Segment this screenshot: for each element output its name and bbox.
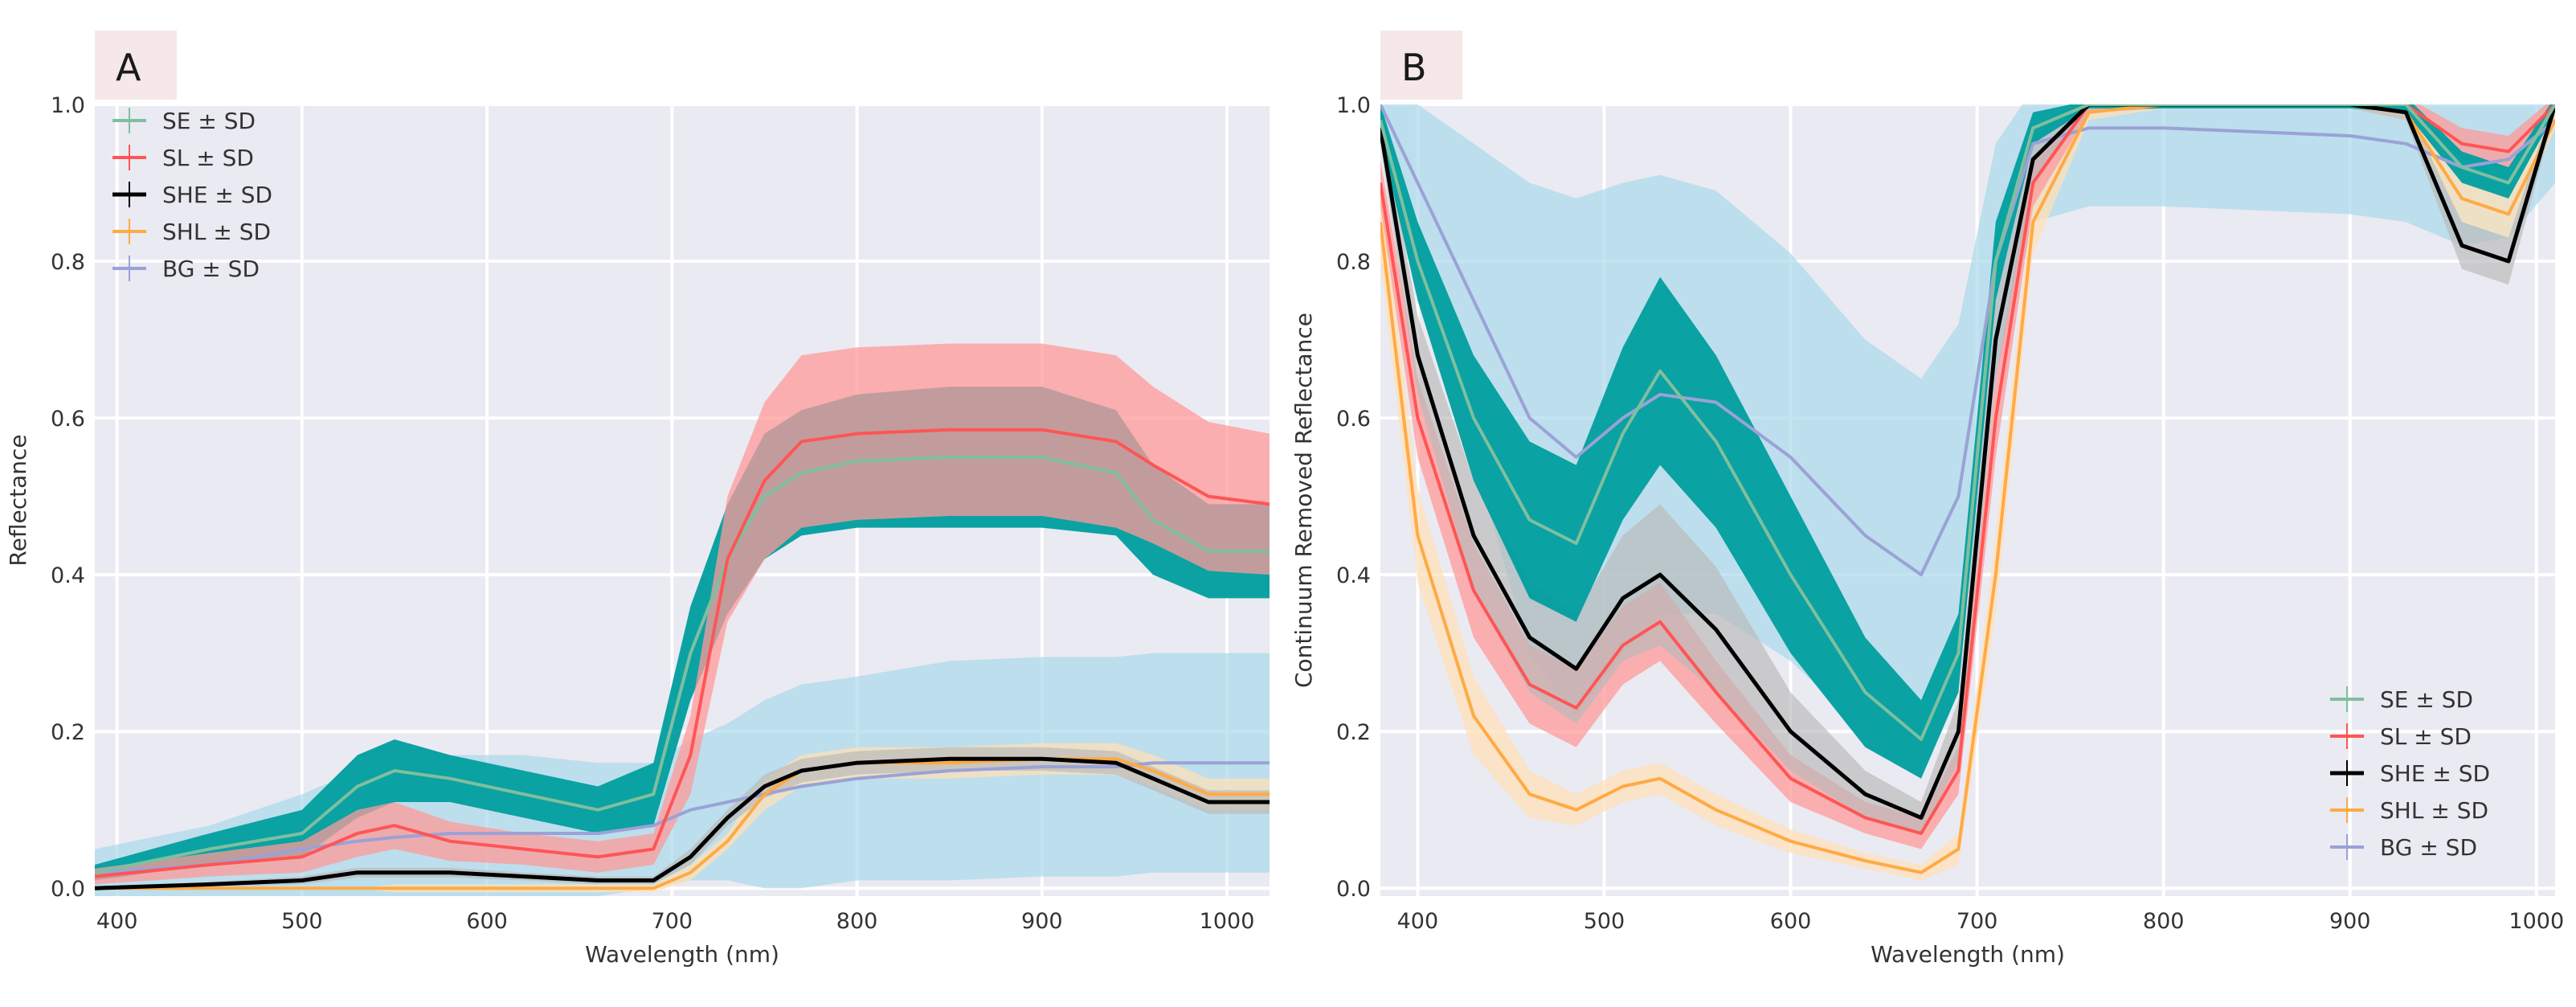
x-tick-label: 800 [836,909,878,934]
x-axis-label: Wavelength (nm) [1871,941,2065,968]
band-she [1380,104,2555,833]
line-shl [95,757,1270,890]
x-tick-label: 400 [96,909,138,934]
y-tick-label: 0.4 [1336,563,1371,588]
y-tick-label: 0.2 [51,720,85,745]
x-axis-label: Wavelength (nm) [585,941,779,968]
x-tick-label: 800 [2143,909,2185,934]
series-group [95,343,1270,896]
y-tick-label: 0.4 [51,563,85,588]
x-tick-label: 700 [652,909,693,934]
legend-label-sl: SL ± SD [2380,723,2472,750]
x-tick-label: 500 [281,909,323,934]
line-sl [1380,104,2555,835]
line-bg [1380,104,2555,577]
x-tick-label: 600 [1770,909,1812,934]
line-se [95,455,1270,874]
line-se [1380,104,2555,741]
band-sl [95,343,1270,885]
panel-a: A 400 500 600 700 800 900 1000 0.0 0.2 0.4 0.6 0.8 1.… [5,31,1270,968]
panel-label: A [116,46,141,89]
y-tick-label: 0.0 [51,877,85,902]
y-tick-label: 0.2 [1336,720,1371,745]
legend-label-se: SE ± SD [2380,686,2473,713]
band-sl [1380,104,2555,849]
line-sl [95,428,1270,878]
panel-b: B 400 500 600 700 800 900 1000 0.0 0.2 0.4 0.6 0.8 1.… [1290,31,2564,968]
y-tick-label: 0.6 [51,407,85,432]
band-shl [95,743,1270,893]
legend-label-shl: SHL ± SD [2380,797,2488,824]
line-she [95,756,1270,890]
x-tick-label: 700 [1957,909,1998,934]
x-tick-label: 1000 [2509,909,2564,934]
legend-label-she: SHE ± SD [2380,760,2490,787]
y-axis-label: Continuum Removed Reflectance [1290,313,1317,688]
line-she [1380,104,2555,820]
legend: SE ± SD SL ± SD SHE ± SD SHL ± SD BG ± SD [2330,686,2490,861]
panel-tag-background [1380,31,1462,100]
band-se [1380,104,2555,779]
series-group [1380,104,2555,881]
y-tick-label: 0.0 [1336,877,1371,902]
panel-label: B [1401,46,1427,89]
y-tick-label: 0.8 [1336,250,1371,275]
legend-label-bg: BG ± SD [2380,834,2477,861]
x-tick-label: 900 [2329,909,2371,934]
panel-tag-background [95,31,177,100]
legend-label-shl: SHL ± SD [162,219,271,245]
x-tick-label: 900 [1021,909,1063,934]
y-tick-label: 1.0 [1336,93,1371,118]
y-tick-label: 1.0 [51,93,85,118]
legend-label-se: SE ± SD [162,108,256,134]
x-tick-label: 600 [466,909,508,934]
y-tick-label: 0.8 [51,250,85,275]
legend-label-she: SHE ± SD [162,182,272,208]
x-tick-label: 500 [1584,909,1625,934]
legend-label-sl: SL ± SD [162,145,254,171]
x-tick-label: 400 [1397,909,1439,934]
line-bg [95,761,1270,874]
x-tick-label: 1000 [1200,909,1255,934]
y-tick-label: 0.6 [1336,407,1371,432]
y-axis-label: Reflectance [5,434,31,566]
legend-label-bg: BG ± SD [162,256,260,282]
legend: SE ± SD SL ± SD SHE ± SD SHL ± SD BG ± SD [112,108,272,282]
